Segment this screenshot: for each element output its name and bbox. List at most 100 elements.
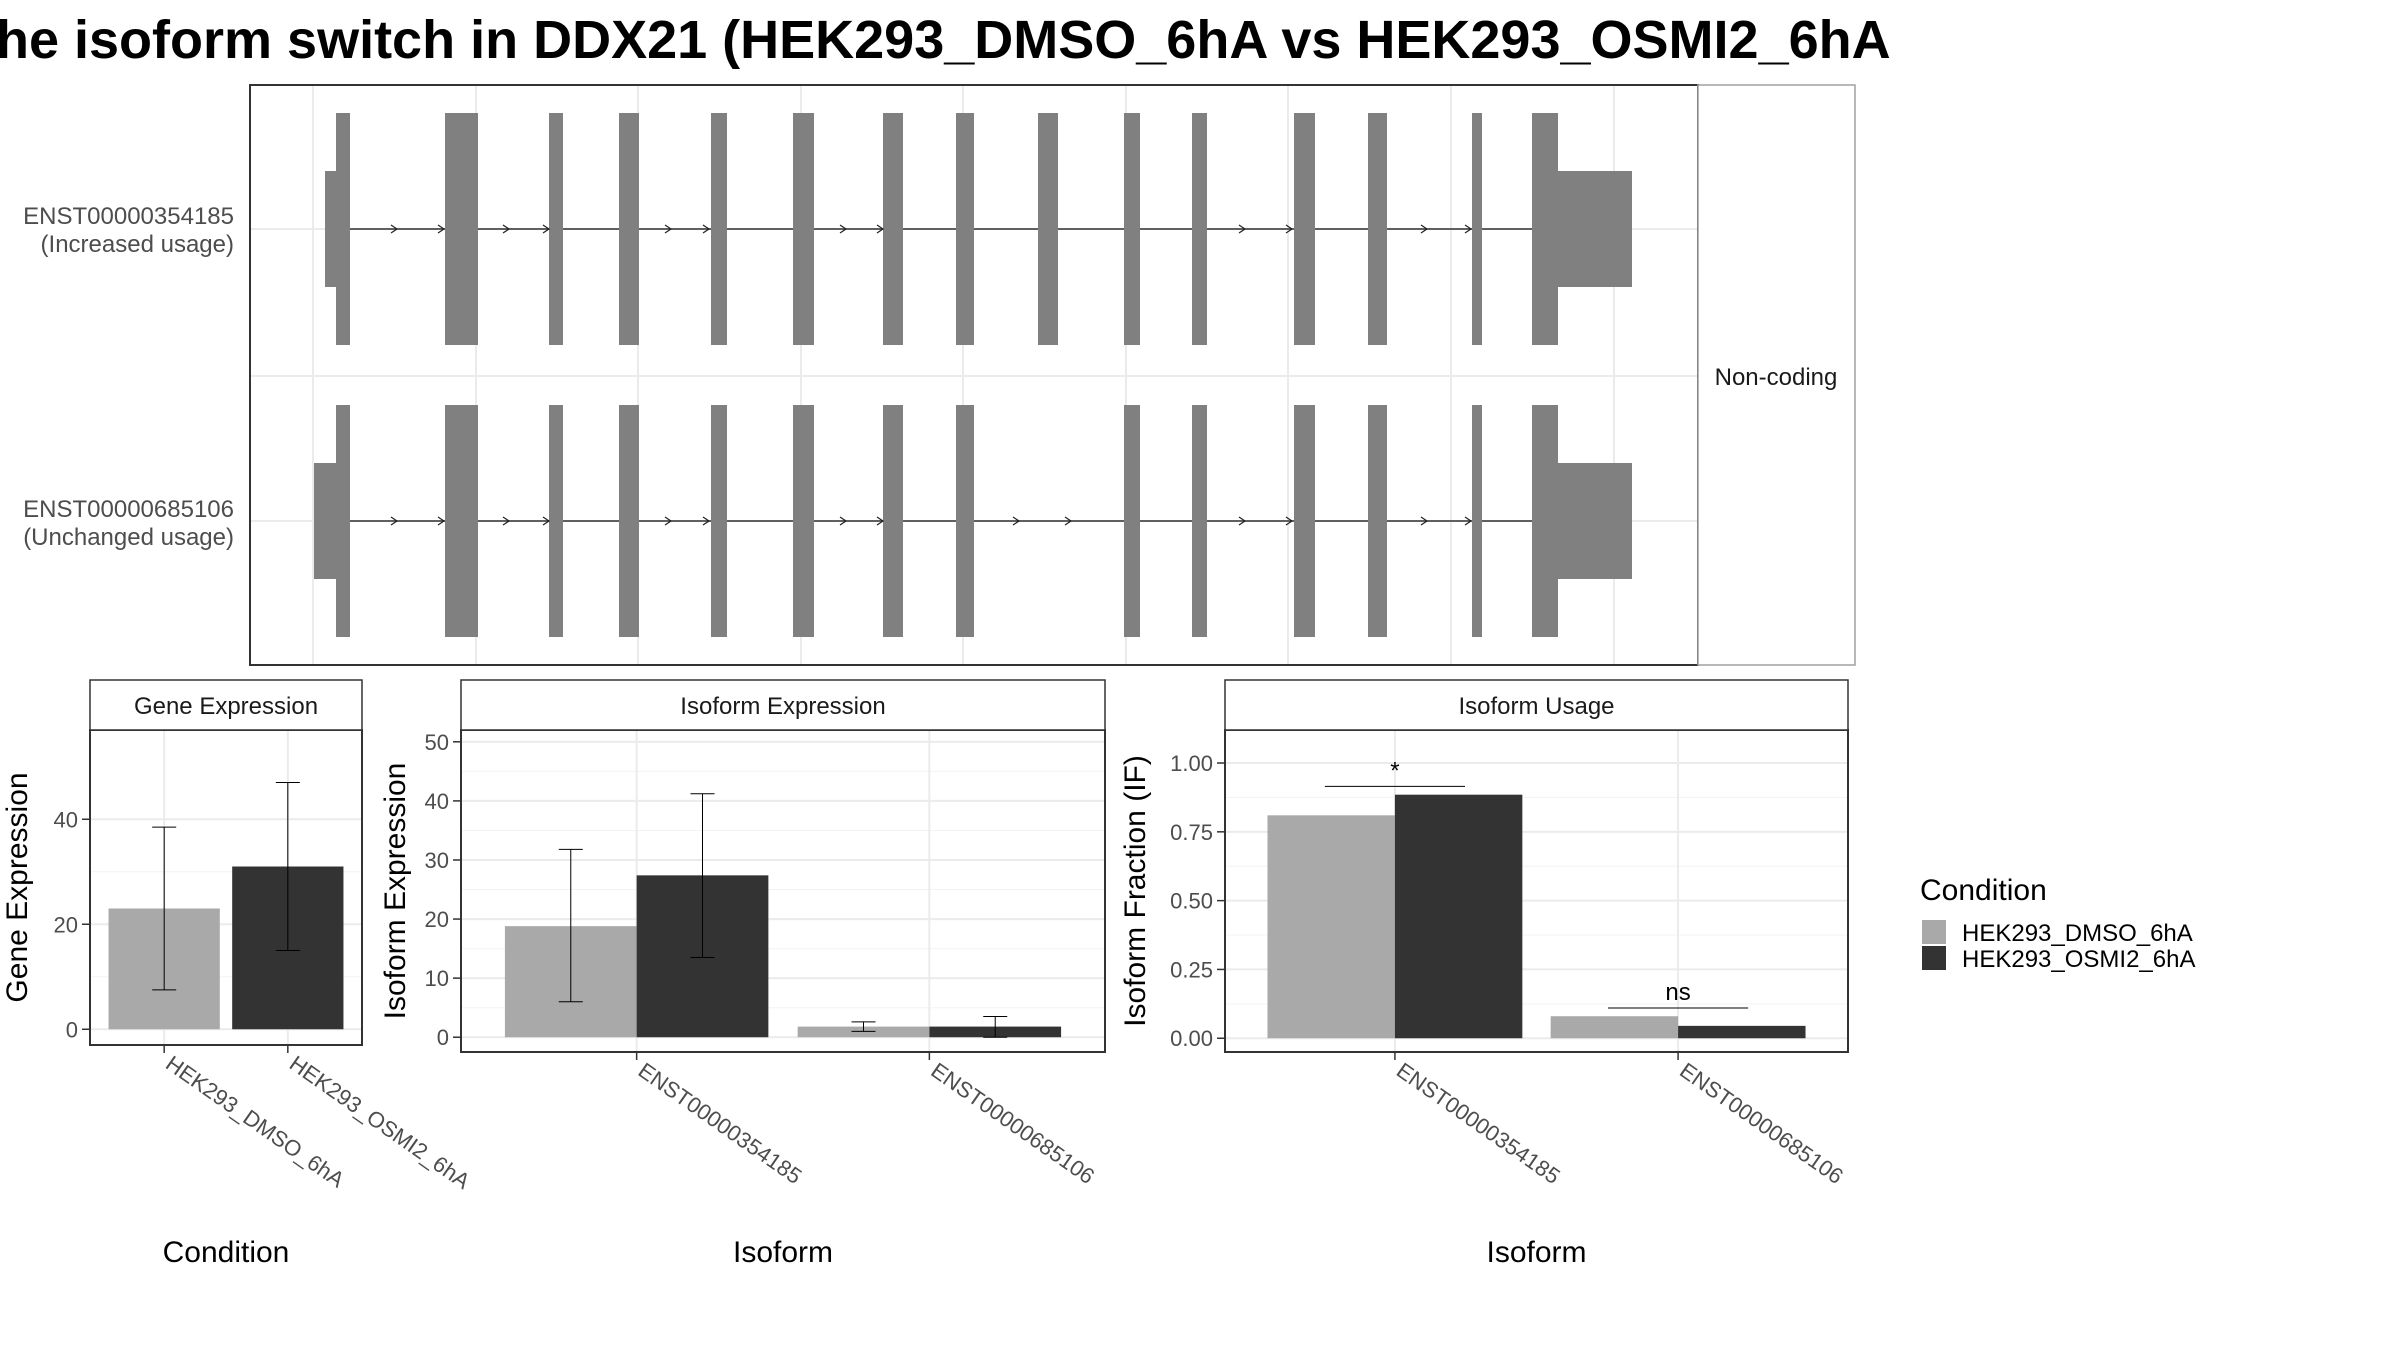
exon-block xyxy=(1368,113,1387,345)
strand-arrow xyxy=(1012,516,1021,526)
strand-arrow xyxy=(437,516,446,526)
exon-block xyxy=(1124,405,1140,637)
exon-block xyxy=(445,405,478,637)
exon-block xyxy=(1368,405,1387,637)
y-tick-label: 0.25 xyxy=(1170,957,1213,982)
y-tick-label: 50 xyxy=(425,730,449,755)
exon-block xyxy=(336,405,350,637)
facet-strip-label: Gene Expression xyxy=(134,693,318,720)
exon-block xyxy=(445,113,478,345)
strand-arrow xyxy=(1420,224,1429,234)
strand-arrow xyxy=(1285,516,1294,526)
exon-block xyxy=(1192,113,1207,345)
exon-block xyxy=(956,405,974,637)
exon-block xyxy=(1472,113,1482,345)
transcript-structure-panel: Non-coding ENST00000354185 (Increased us… xyxy=(23,84,1856,666)
exon-block xyxy=(1532,405,1558,637)
strand-arrow xyxy=(1238,224,1247,234)
isoform-usage-panel: * ns Isoform Usage 0.00 0.25 0.50 0.75 1.00 ENST… xyxy=(1119,679,1849,1269)
strand-arrow xyxy=(542,224,551,234)
exon-block xyxy=(1294,405,1315,637)
strand-arrow xyxy=(664,516,673,526)
y-axis-title: Isoform Expression xyxy=(379,763,412,1020)
legend-label-dmso: HEK293_DMSO_6hA xyxy=(1962,920,2193,947)
legend-key-osmi2 xyxy=(1922,946,1946,970)
exon-block xyxy=(336,113,350,345)
strand-arrow xyxy=(876,224,885,234)
x-axis-title: Condition xyxy=(163,1236,290,1269)
transcript-label-2-note: (Unchanged usage) xyxy=(23,524,234,551)
legend-key-dmso xyxy=(1922,920,1946,944)
transcript-track-1 xyxy=(325,113,1632,345)
strand-arrow xyxy=(1464,516,1473,526)
legend-title: Condition xyxy=(1920,874,2047,907)
gene-expression-panel: Gene Expression02040HEK293_DMSO_6hAHEK29… xyxy=(1,679,475,1269)
strand-arrow xyxy=(876,516,885,526)
bar-osmi2 xyxy=(1678,1025,1806,1039)
bar-osmi2 xyxy=(1394,794,1523,1039)
strand-arrow xyxy=(390,224,399,234)
exon-block xyxy=(711,405,727,637)
x-tick-label: ENST00000685106 xyxy=(1675,1058,1848,1189)
exon-block xyxy=(711,113,727,345)
utr-block xyxy=(1556,463,1632,579)
strand-arrow xyxy=(502,516,511,526)
strand-arrow xyxy=(1238,516,1247,526)
strand-arrow xyxy=(839,516,848,526)
exon-block xyxy=(793,405,814,637)
facet-strip xyxy=(89,679,363,731)
y-tick-label: 0.00 xyxy=(1170,1026,1213,1051)
exon-block xyxy=(1532,113,1558,345)
exon-block xyxy=(793,113,814,345)
legend-label-osmi2: HEK293_OSMI2_6hA xyxy=(1962,946,2195,973)
utr-block xyxy=(325,171,336,287)
exon-block xyxy=(1294,113,1315,345)
exon-block xyxy=(1124,113,1140,345)
strand-arrow xyxy=(1420,516,1429,526)
legend: Condition HEK293_DMSO_6hA HEK293_OSMI2_6… xyxy=(1920,874,2195,973)
strand-arrow xyxy=(1285,224,1294,234)
y-tick-label: 0 xyxy=(437,1025,449,1050)
exon-block xyxy=(883,405,903,637)
strand-arrow xyxy=(502,224,511,234)
exon-block xyxy=(1038,113,1058,345)
strand-arrow xyxy=(1464,224,1473,234)
utr-block xyxy=(314,463,336,579)
x-tick-label: ENST00000354185 xyxy=(1392,1058,1565,1189)
facet-strip-right xyxy=(1697,84,1856,666)
y-tick-label: 40 xyxy=(54,807,78,832)
bar-dmso xyxy=(797,1026,930,1038)
exon-block xyxy=(549,405,563,637)
strand-arrow xyxy=(1064,516,1073,526)
isoform-expression-panel: Isoform Expression 0 10 20 30 40 50 ENST0000035… xyxy=(379,679,1106,1269)
y-tick-label: 1.00 xyxy=(1170,751,1213,776)
y-tick-label: 20 xyxy=(425,907,449,932)
facet-strip xyxy=(460,679,1106,731)
figure-title: he isoform switch in DDX21 (HEK293_DMSO_… xyxy=(0,10,1891,70)
significance-label: ns xyxy=(1665,979,1690,1006)
strand-arrow xyxy=(702,224,711,234)
exon-block xyxy=(619,113,639,345)
x-axis-title: Isoform xyxy=(733,1236,833,1269)
strand-arrow xyxy=(390,516,399,526)
y-axis-title: Isoform Fraction (IF) xyxy=(1119,755,1152,1027)
y-tick-label: 30 xyxy=(425,848,449,873)
x-tick-label: ENST00000685106 xyxy=(926,1058,1099,1189)
facet-strip-label: Isoform Expression xyxy=(680,693,885,720)
exon-block xyxy=(1192,405,1207,637)
exon-block xyxy=(619,405,639,637)
transcript-track-2 xyxy=(314,405,1632,637)
exon-block xyxy=(549,113,563,345)
y-tick-label: 0 xyxy=(66,1017,78,1042)
x-axis-title: Isoform xyxy=(1486,1236,1586,1269)
significance-label: * xyxy=(1390,757,1399,784)
exon-block xyxy=(956,113,974,345)
utr-block xyxy=(1556,171,1632,287)
y-tick-label: 20 xyxy=(54,912,78,937)
x-tick-label: ENST00000354185 xyxy=(634,1058,807,1189)
strand-arrow xyxy=(702,516,711,526)
facet-strip xyxy=(1224,679,1849,731)
transcript-label-1-note: (Increased usage) xyxy=(41,231,234,258)
y-tick-label: 40 xyxy=(425,789,449,814)
